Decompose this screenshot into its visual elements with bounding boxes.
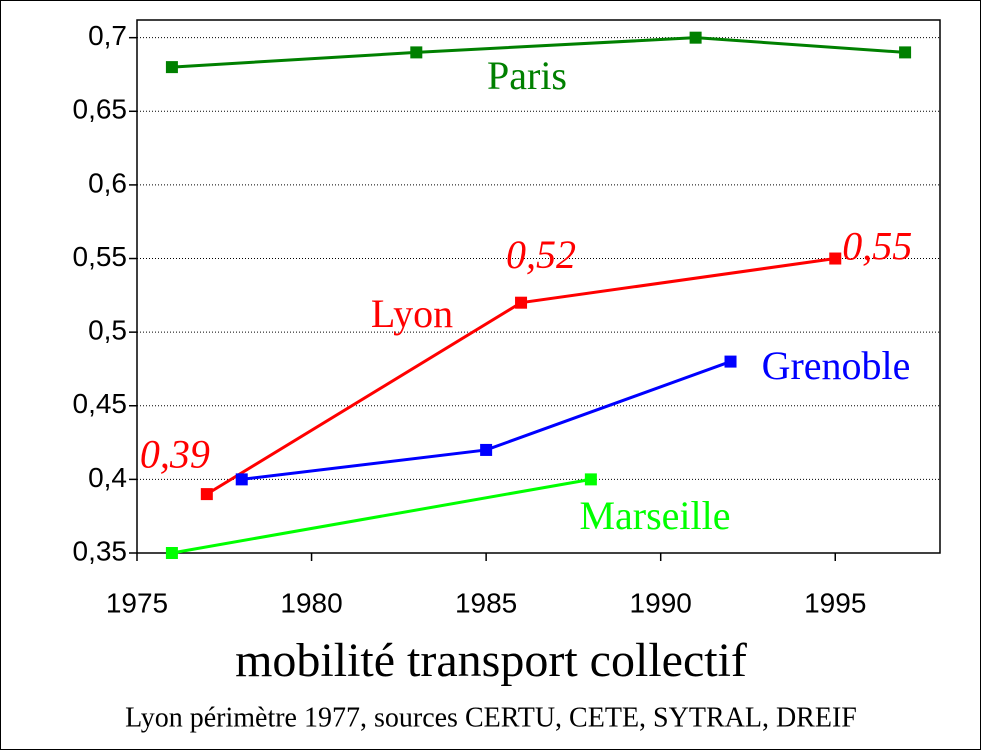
y-tick-label: 0,65 bbox=[73, 94, 128, 125]
series-label: Grenoble bbox=[762, 343, 911, 388]
y-tick-label: 0,45 bbox=[73, 388, 128, 419]
series-label: Marseille bbox=[579, 493, 730, 538]
x-tick-label: 1995 bbox=[804, 587, 866, 618]
marker bbox=[724, 355, 737, 368]
marker bbox=[165, 547, 178, 559]
x-tick-label: 1985 bbox=[455, 587, 517, 618]
value-label: 0,39 bbox=[140, 431, 210, 476]
chart-title: mobilité transport collectif bbox=[235, 634, 747, 687]
x-tick-label: 1980 bbox=[280, 587, 342, 618]
plot-area bbox=[136, 19, 941, 554]
x-tick-label: 1975 bbox=[106, 587, 168, 618]
value-label: 0,52 bbox=[506, 232, 576, 277]
marker bbox=[200, 488, 213, 501]
marker bbox=[480, 443, 493, 456]
y-tick-label: 0,55 bbox=[73, 241, 128, 272]
y-tick-label: 0,35 bbox=[73, 535, 128, 566]
marker bbox=[235, 473, 248, 486]
y-tick-label: 0,4 bbox=[88, 462, 127, 493]
y-tick-label: 0,6 bbox=[88, 167, 127, 198]
marker bbox=[515, 296, 528, 309]
value-label: 0,55 bbox=[842, 224, 912, 269]
marker bbox=[899, 46, 912, 59]
y-tick-label: 0,5 bbox=[88, 315, 127, 346]
marker bbox=[165, 61, 178, 74]
marker bbox=[829, 252, 842, 265]
marker bbox=[584, 473, 597, 486]
series-label: Lyon bbox=[371, 291, 453, 336]
chart-subtitle: Lyon périmètre 1977, sources CERTU, CETE… bbox=[125, 702, 857, 733]
series-line bbox=[171, 36, 906, 69]
marker bbox=[689, 31, 702, 44]
series-label: Paris bbox=[487, 53, 567, 98]
y-tick-label: 0,7 bbox=[88, 20, 127, 51]
series-line bbox=[171, 477, 592, 555]
x-tick-label: 1990 bbox=[630, 587, 692, 618]
marker bbox=[410, 46, 423, 59]
